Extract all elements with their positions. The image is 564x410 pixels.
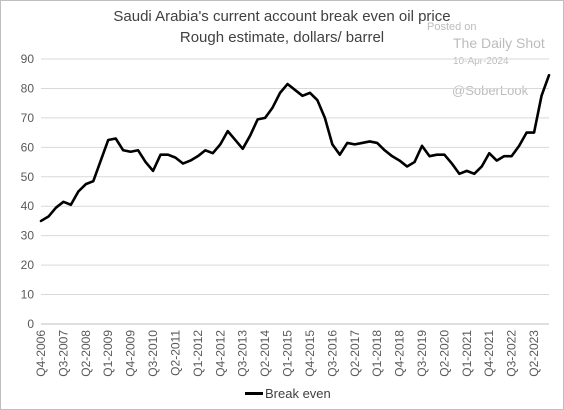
x-tick-label: Q4-2006: [34, 330, 48, 377]
x-tick-label: Q4-2012: [213, 330, 227, 377]
y-tick-label: 60: [21, 140, 35, 154]
y-tick-label: 70: [21, 111, 35, 125]
x-tick-label: Q2-2014: [258, 330, 272, 377]
watermark-handle: @SoberLook: [452, 83, 529, 98]
y-tick-label: 90: [21, 52, 35, 66]
chart-title: Saudi Arabia's current account break eve…: [113, 8, 451, 25]
y-tick-label: 0: [27, 317, 34, 331]
x-tick-label: Q4-2015: [303, 330, 317, 377]
y-tick-label: 40: [21, 199, 35, 213]
x-tick-label: Q3-2007: [56, 330, 70, 377]
x-tick-label: Q1-2018: [370, 330, 384, 377]
legend: Break even: [245, 386, 331, 401]
series-line-break-even: [39, 73, 551, 223]
x-tick-label: Q1-2021: [460, 330, 474, 377]
x-tick-label: Q2-2017: [348, 330, 362, 377]
y-tick-label: 50: [21, 170, 35, 184]
x-tick-label: Q3-2019: [415, 330, 429, 377]
x-tick-label: Q3-2016: [325, 330, 339, 377]
x-tick-label: Q3-2022: [505, 330, 519, 377]
x-tick-label: Q1-2015: [281, 330, 295, 377]
x-tick-label: Q3-2010: [146, 330, 160, 377]
watermark-posted-on: Posted on: [427, 21, 477, 33]
x-tick-label: Q4-2009: [124, 330, 138, 377]
watermark-publisher: The Daily Shot: [453, 35, 545, 51]
x-tick-label: Q2-2011: [168, 330, 182, 376]
x-tick-label: Q1-2009: [101, 330, 115, 377]
x-tick-label: Q2-2008: [79, 330, 93, 377]
x-tick-label: Q2-2020: [437, 330, 451, 377]
y-tick-label: 30: [21, 229, 35, 243]
y-tick-label: 10: [21, 288, 35, 302]
x-tick-label: Q4-2018: [393, 330, 407, 377]
x-tick-label: Q1-2012: [191, 330, 205, 377]
x-tick-label: Q3-2013: [236, 330, 250, 377]
x-tick-label: Q4-2021: [482, 330, 496, 377]
chart-subtitle: Rough estimate, dollars/ barrel: [179, 29, 385, 46]
y-tick-label: 80: [21, 81, 35, 95]
watermark-date: 10-Apr-2024: [453, 56, 509, 67]
legend-swatch-break-even: [245, 392, 263, 395]
x-tick-label: Q2-2023: [527, 330, 541, 377]
y-tick-label: 20: [21, 258, 35, 272]
legend-label-break-even: Break even: [265, 386, 331, 401]
